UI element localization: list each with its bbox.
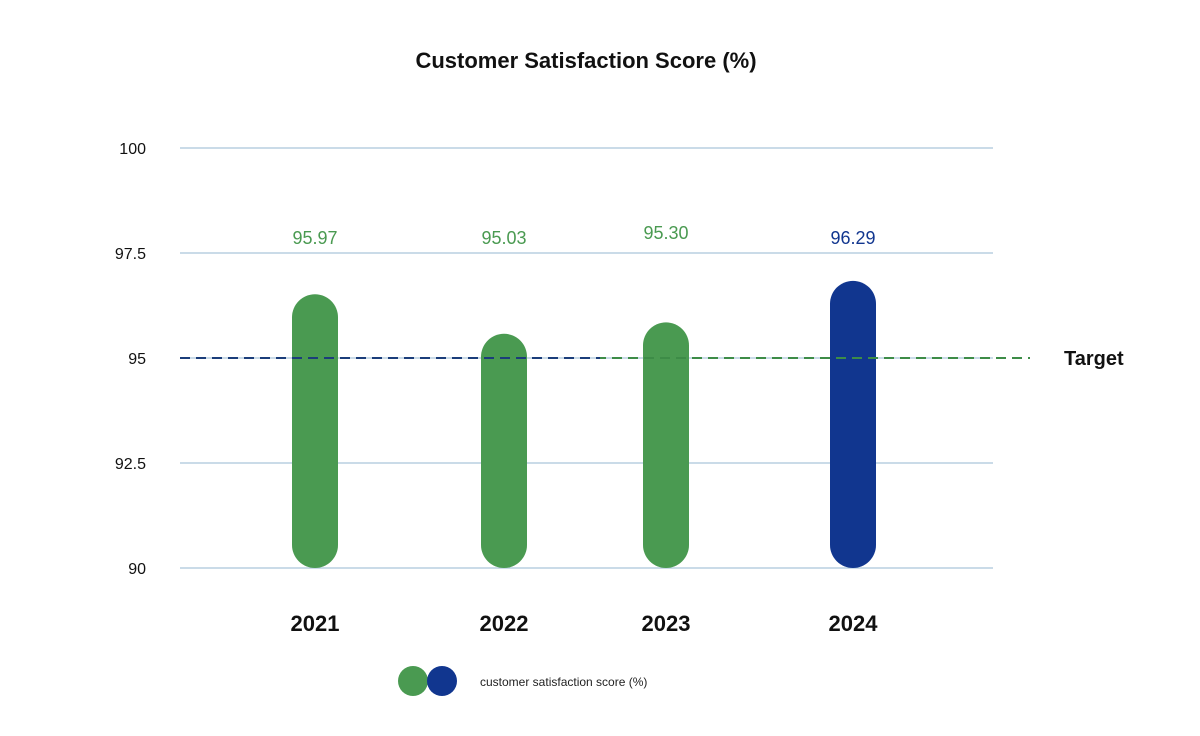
x-axis-ticks: 2021 2022 2023 2024 bbox=[291, 611, 879, 636]
x-tick-label: 2023 bbox=[642, 611, 691, 636]
target-label: Target bbox=[1064, 348, 1124, 370]
chart-title: Customer Satisfaction Score (%) bbox=[415, 48, 756, 73]
bar-2024 bbox=[830, 280, 876, 568]
data-label-2022: 95.03 bbox=[481, 228, 526, 248]
data-label-2023: 95.30 bbox=[643, 223, 688, 243]
data-label-2021: 95.97 bbox=[292, 228, 337, 248]
legend: customer satisfaction score (%) bbox=[398, 666, 647, 696]
x-tick-label: 2021 bbox=[291, 611, 340, 636]
legend-label: customer satisfaction score (%) bbox=[480, 675, 647, 689]
y-axis-ticks: 90 92.5 95 97.5 100 bbox=[115, 141, 146, 578]
y-tick-label: 97.5 bbox=[115, 246, 146, 263]
y-tick-label: 90 bbox=[128, 561, 146, 578]
x-tick-label: 2022 bbox=[480, 611, 529, 636]
legend-swatch-blue bbox=[427, 666, 457, 696]
x-tick-label: 2024 bbox=[829, 611, 879, 636]
target-line-group: Target bbox=[180, 348, 1124, 370]
bars bbox=[292, 280, 876, 568]
y-tick-label: 92.5 bbox=[115, 456, 146, 473]
data-labels: 95.97 95.03 95.30 96.29 bbox=[292, 223, 875, 248]
data-label-2024: 96.29 bbox=[830, 228, 875, 248]
y-tick-label: 95 bbox=[128, 351, 146, 368]
bar-2023 bbox=[643, 322, 689, 568]
legend-swatch-green bbox=[398, 666, 428, 696]
bar-2022 bbox=[481, 333, 527, 568]
bar-2021 bbox=[292, 294, 338, 568]
y-tick-label: 100 bbox=[119, 141, 146, 158]
